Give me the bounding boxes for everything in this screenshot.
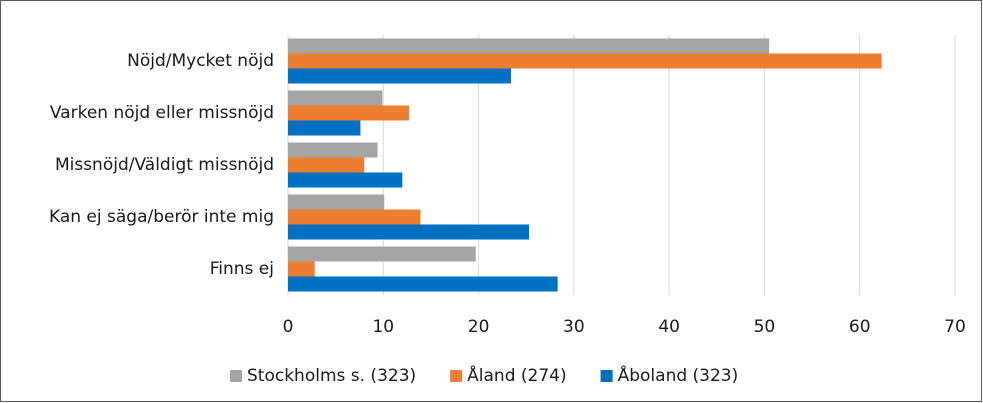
bar — [288, 68, 511, 84]
bar — [288, 209, 421, 225]
bar — [288, 142, 378, 158]
legend-swatch — [230, 370, 242, 382]
x-tick-label: 60 — [849, 317, 871, 337]
bar — [288, 105, 410, 121]
y-tick-label: Missnöjd/Väldigt missnöjd — [55, 155, 274, 175]
bar — [288, 224, 530, 240]
x-tick-label: 20 — [468, 317, 490, 337]
x-tick-label: 0 — [283, 317, 294, 337]
legend-swatch — [600, 370, 613, 382]
legend-label: Stockholms s. (323) — [247, 366, 416, 386]
x-tick-label: 10 — [372, 317, 394, 337]
bar — [288, 53, 882, 69]
y-tick-label: Kan ej säga/berör inte mig — [49, 207, 274, 227]
bar — [288, 246, 476, 262]
bar — [288, 172, 403, 188]
y-tick-label: Finns ej — [210, 259, 274, 279]
bar — [288, 38, 770, 54]
y-tick-label: Nöjd/Mycket nöjd — [127, 51, 274, 71]
legend-swatch — [450, 370, 463, 382]
x-tick-label: 30 — [563, 317, 585, 337]
x-tick-label: 40 — [658, 317, 680, 337]
legend-label: Åland (274) — [467, 364, 566, 386]
bar — [288, 157, 365, 173]
bar — [288, 120, 361, 136]
x-tick-label: 70 — [944, 317, 966, 337]
bar — [288, 276, 558, 292]
bar — [288, 90, 383, 106]
bar — [288, 194, 385, 210]
legend-label: Åboland (323) — [618, 364, 739, 386]
x-tick-label: 50 — [754, 317, 776, 337]
bar — [288, 261, 315, 277]
y-tick-label: Varken nöjd eller missnöjd — [50, 103, 274, 123]
